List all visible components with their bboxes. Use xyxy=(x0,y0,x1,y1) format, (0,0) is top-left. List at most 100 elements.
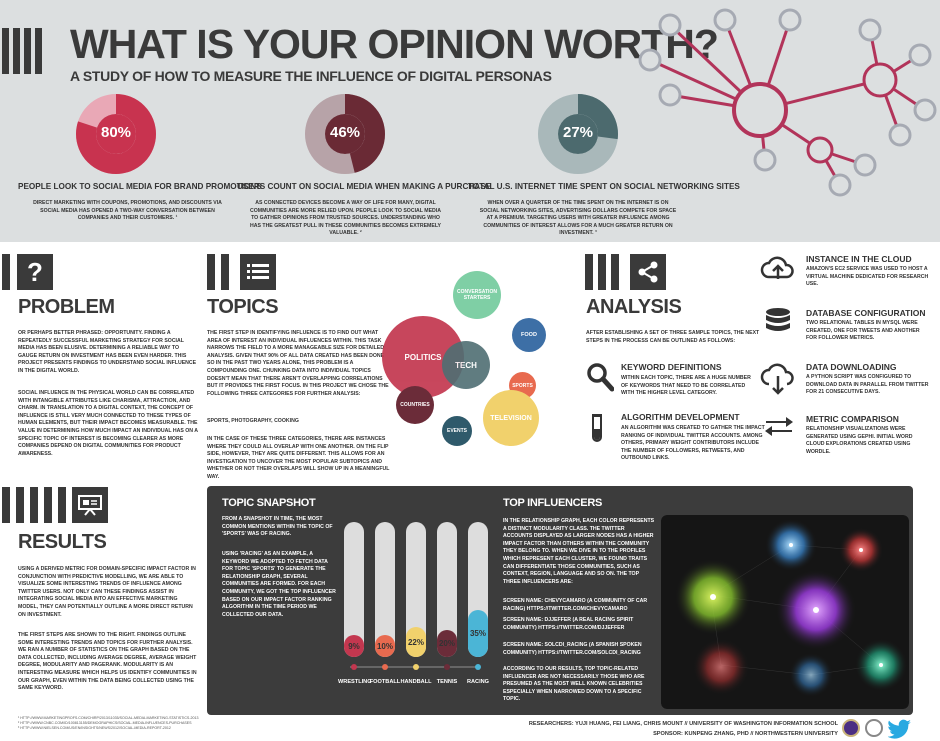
footnote-1: ¹ HTTP://WWW.MARKETINGPROFS.COM/CHIRP/20… xyxy=(18,716,199,720)
analysis-item-title-1: KEYWORD DEFINITIONS xyxy=(621,362,722,372)
influencer-item-3: SCREEN NAME: SOLCDI_RACING (A SPANISH SP… xyxy=(503,642,642,656)
results-heading: RESULTS xyxy=(18,531,107,553)
results-bar-2 xyxy=(16,487,24,523)
influencers-paragraph-1: IN THE RELATIONSHIP GRAPH, EACH COLOR RE… xyxy=(503,518,655,585)
results-bar-1 xyxy=(2,487,10,523)
stat-donut-3: 27% xyxy=(538,94,618,174)
bar-track: 20% xyxy=(437,522,457,657)
credits-researchers: RESEARCHERS: YUJI HUANG, FEI LIANG, CHRI… xyxy=(528,721,838,727)
step-title-1: INSTANCE IN THE CLOUD xyxy=(806,254,912,264)
footnote-2: ² HTTP://WWW.CNBC.COM/ID/100813155/DEMOG… xyxy=(18,721,192,725)
footnotes: ¹ HTTP://WWW.MARKETINGPROFS.COM/CHIRP/20… xyxy=(18,716,318,731)
credits-sponsor: SPONSOR: KUNPENG ZHANG, PHD // NORTHWEST… xyxy=(653,731,838,737)
influencers-heading: TOP INFLUENCERS xyxy=(503,497,602,509)
bar-handball: 22% xyxy=(406,627,426,657)
network-decoration xyxy=(638,8,937,197)
uw-seal-logo xyxy=(842,719,860,737)
bar-label: RACING xyxy=(466,679,490,685)
magnifier-icon xyxy=(587,363,614,392)
snapshot-heading: TOPIC SNAPSHOT xyxy=(222,497,316,509)
relationship-graph-image xyxy=(661,515,909,709)
stat-text-2: AS CONNECTED DEVICES BECOME A WAY OF LIF… xyxy=(250,200,441,237)
bubble-television: TELEVISION xyxy=(483,390,539,446)
influencer-item-2: SCREEN NAME: DJJEFFER (A REAL RACING SPI… xyxy=(503,617,634,631)
northwestern-seal-logo xyxy=(865,719,883,737)
snapshot-paragraph-1: FROM A SNAPSHOT IN TIME, THE MOST COMMON… xyxy=(222,516,333,538)
bar-dot xyxy=(475,664,481,670)
stat-value-2: 46% xyxy=(329,124,361,141)
influencer-item-1: SCREEN NAME: CHEVYCAMARO (A COMMUNITY OF… xyxy=(503,598,648,612)
bar-track: 22% xyxy=(406,522,426,657)
bubble-events: EVENTS xyxy=(442,416,472,446)
stat-heading-3: TOTAL U.S. INTERNET TIME SPENT ON SOCIAL… xyxy=(468,182,740,191)
title-bars-decoration xyxy=(2,28,46,79)
analysis-item-title-2: ALGORITHM DEVELOPMENT xyxy=(621,412,740,422)
stat-heading-1: PEOPLE LOOK TO SOCIAL MEDIA FOR BRAND PR… xyxy=(18,182,262,191)
bar-label: TENNIS xyxy=(436,679,458,685)
bar-label: FOOTBALL xyxy=(369,679,401,685)
cloud-download-icon xyxy=(760,363,794,395)
bubble-food: FOOD xyxy=(512,318,546,352)
bar-racing: 35% xyxy=(468,609,488,657)
problem-paragraph-2: SOCIAL INFLUENCE IN THE PHYSICAL WORLD C… xyxy=(18,390,198,457)
stat-heading-2: USERS COUNT ON SOCIAL MEDIA WHEN MAKING … xyxy=(237,182,492,191)
step-text-3: A PYTHON SCRIPT WAS CONFIGURED TO DOWNLO… xyxy=(806,374,929,396)
donut-center xyxy=(96,114,136,154)
snapshot-paragraph-2: USING 'RACING' AS AN EXAMPLE, A KEYWORD … xyxy=(222,551,336,618)
stat-text-3: WHEN OVER A QUARTER OF THE TIME SPENT ON… xyxy=(479,200,677,237)
bubble-countries: COUNTRIES xyxy=(396,386,434,424)
bar-track: 9% xyxy=(344,522,364,657)
topic-snapshot-chart: 9% WRESTLING 10% FOOTBALL 22% HANDBALL 20% TENN… xyxy=(336,522,496,697)
question-icon: ? xyxy=(17,254,53,290)
analysis-item-text-1: WITHIN EACH TOPIC, THERE ARE A HUGE NUMB… xyxy=(621,375,751,397)
results-paragraph-1: USING A DERIVED METRIC FOR DOMAIN-SPECIF… xyxy=(18,566,196,618)
results-bar-5 xyxy=(58,487,66,523)
step-text-4: RELATIONSHIP VISUALIZATIONS WERE GENERAT… xyxy=(806,426,913,455)
analysis-item-text-2: AN ALGORITHM WAS CREATED TO GATHER THE I… xyxy=(621,425,765,462)
step-title-3: DATA DOWNLOADING xyxy=(806,362,897,372)
test-tube-icon xyxy=(592,414,602,442)
bar-dot xyxy=(382,664,388,670)
stat-donut-1: 80% xyxy=(76,94,156,174)
share-icon xyxy=(630,254,666,290)
step-text-2: TWO RELATIONAL TABLES IN MYSQL WERE CREA… xyxy=(806,320,920,342)
donut-arc xyxy=(76,94,156,174)
donut-center xyxy=(325,114,365,154)
donut-arc xyxy=(538,94,618,174)
bar-dot xyxy=(351,664,357,670)
topics-bar-1 xyxy=(207,254,215,290)
bar-label: HANDBALL xyxy=(400,679,432,685)
topics-paragraph-1: THE FIRST STEP IN IDENTIFYING INFLUENCE … xyxy=(207,330,389,397)
analysis-bar-1 xyxy=(585,254,593,290)
list-icon xyxy=(240,254,276,290)
results-bar-3 xyxy=(30,487,38,523)
page-subtitle: A STUDY OF HOW TO MEASURE THE INFLUENCE … xyxy=(70,68,552,84)
analysis-bar-3 xyxy=(611,254,619,290)
bar-label: WRESTLING xyxy=(338,679,372,685)
compare-arrows-icon xyxy=(765,417,793,436)
topics-paragraph-2: SPORTS, PHOTOGRAPHY, COOKING xyxy=(207,418,299,424)
footnote-3: ³ HTTP://WWW.NIELSEN.COM/US/EN/INSIGHTS/… xyxy=(18,726,171,730)
results-paragraph-2: THE FIRST STEPS ARE SHOWN TO THE RIGHT. … xyxy=(18,632,197,692)
influencers-paragraph-2: ACCORDING TO OUR RESULTS, TOP TOPIC-RELA… xyxy=(503,666,645,703)
topics-paragraph-3: IN THE CASE OF THESE THREE CATEGORIES, T… xyxy=(207,436,390,480)
donut-center xyxy=(558,114,598,154)
step-text-1: AMAZON'S EC2 SERVICE WAS USED TO HOST A … xyxy=(806,266,929,288)
bubble-conversation-starters: CONVERSATION STARTERS xyxy=(453,271,501,319)
topics-bar-2 xyxy=(221,254,229,290)
analysis-heading: ANALYSIS xyxy=(586,296,682,318)
stat-donut-2: 46% xyxy=(305,94,385,174)
donut-arc xyxy=(305,94,385,174)
analysis-intro: AFTER ESTABLISHING A SET OF THREE SAMPLE… xyxy=(586,330,760,344)
stat-value-1: 80% xyxy=(100,124,132,141)
twitter-bird-icon xyxy=(888,719,911,739)
bar-dot xyxy=(444,664,450,670)
stat-text-1: DIRECT MARKETING WITH COUPONS, PROMOTION… xyxy=(33,200,222,222)
bar-dot xyxy=(413,664,419,670)
problem-paragraph-1: OR PERHAPS BETTER PHRASED: OPPORTUNITY. … xyxy=(18,330,197,374)
step-title-2: DATABASE CONFIGURATION xyxy=(806,308,926,318)
results-bar-4 xyxy=(44,487,52,523)
bar-tennis: 20% xyxy=(437,630,457,657)
analysis-bar-2 xyxy=(598,254,606,290)
bar-football: 10% xyxy=(375,635,395,657)
